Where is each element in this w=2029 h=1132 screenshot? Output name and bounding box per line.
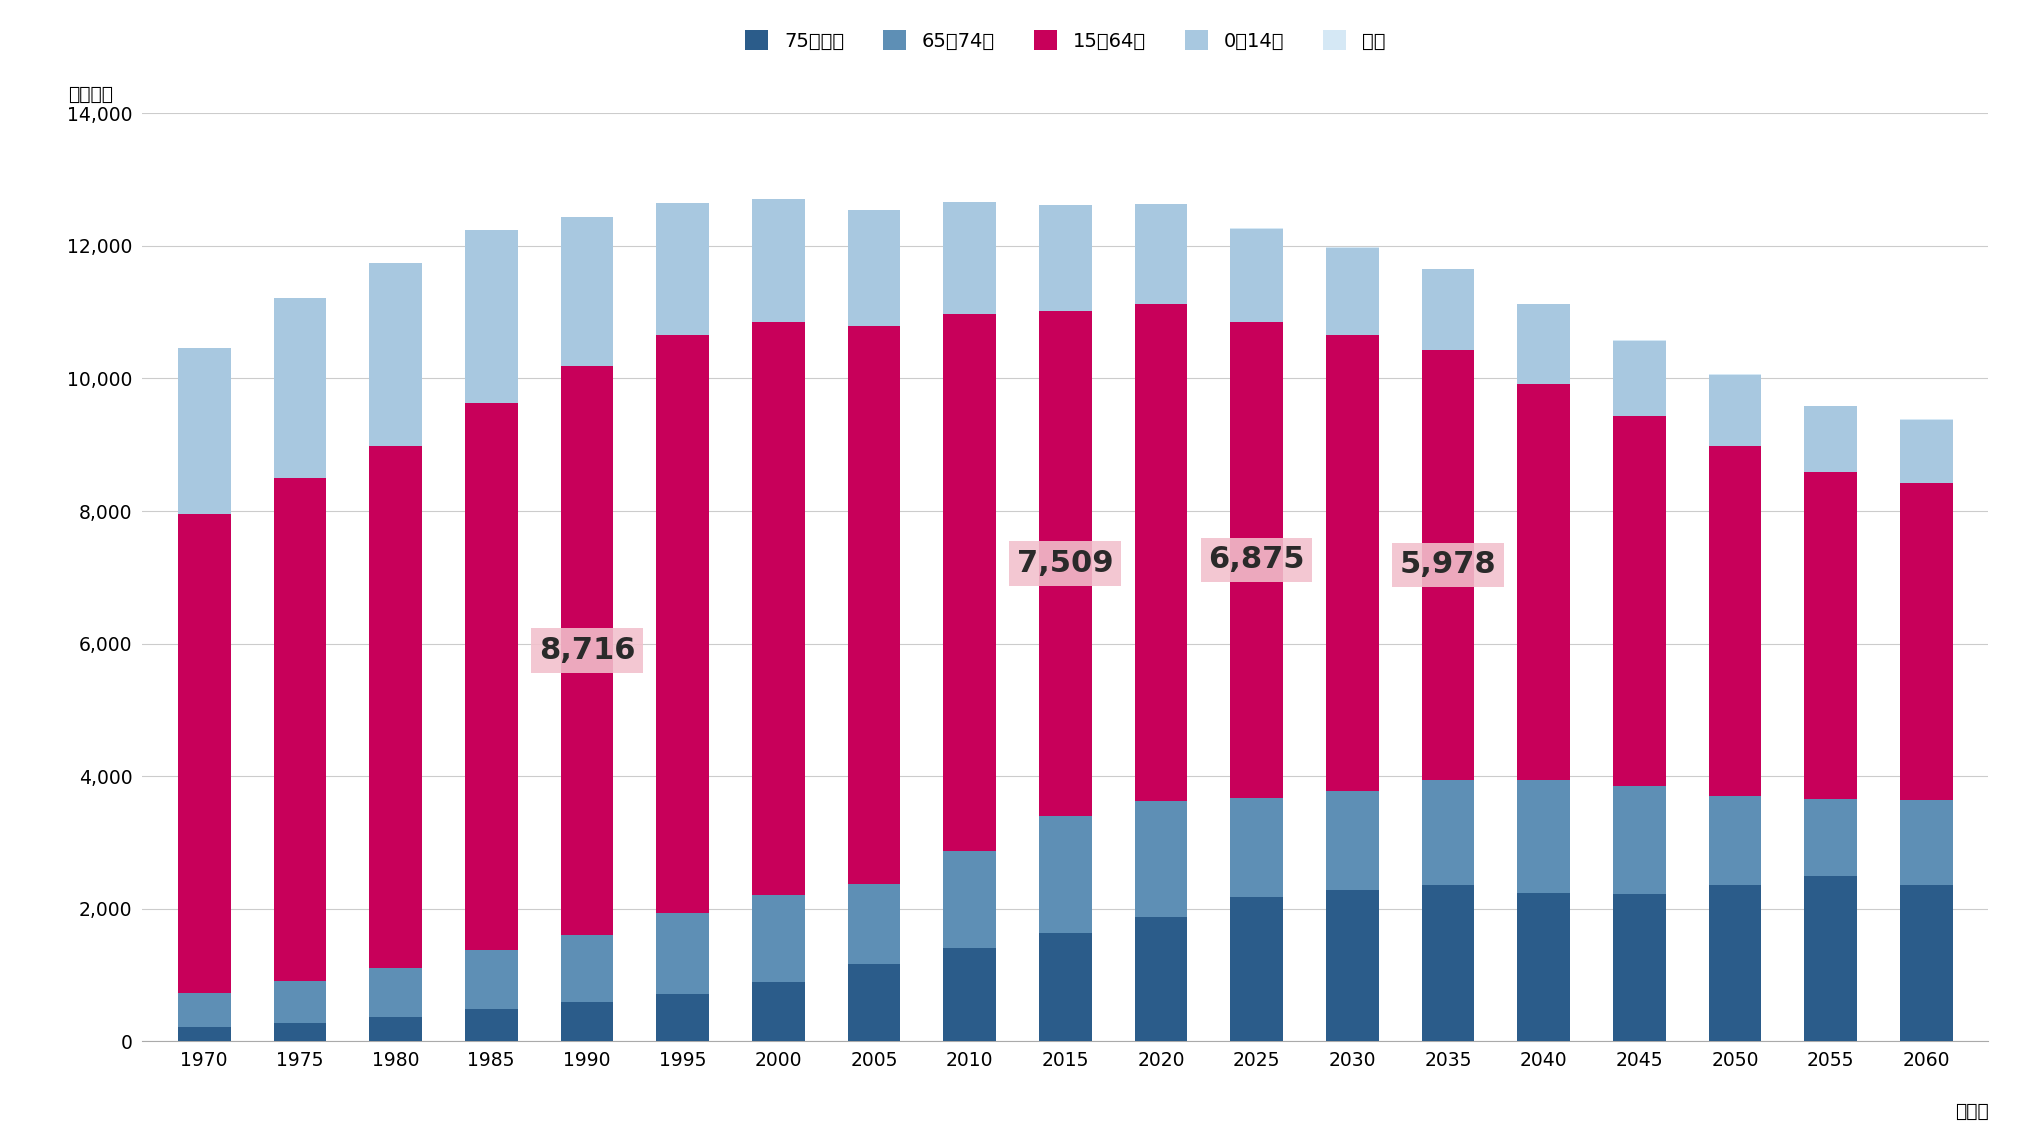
Bar [1613, 341, 1666, 415]
Bar [1325, 248, 1378, 335]
Bar [274, 980, 327, 1022]
Bar [1325, 791, 1378, 891]
Bar [753, 981, 806, 1041]
Bar [1134, 303, 1187, 801]
Bar [369, 264, 422, 446]
Bar [1518, 305, 1570, 384]
Bar [465, 403, 517, 950]
Bar [848, 209, 901, 326]
Bar [1899, 420, 1952, 482]
Text: （万人）: （万人） [69, 85, 114, 104]
Bar [848, 964, 901, 1041]
Bar [753, 321, 806, 894]
Bar [1134, 204, 1187, 303]
Bar [369, 1018, 422, 1041]
Bar [848, 884, 901, 964]
Bar [1134, 801, 1187, 917]
Text: 5,978: 5,978 [1400, 550, 1495, 580]
Bar [1804, 799, 1857, 876]
Bar [1422, 884, 1475, 1041]
Bar [943, 314, 996, 851]
Bar [1230, 229, 1282, 323]
Bar [560, 366, 613, 935]
Bar [1804, 406, 1857, 472]
Bar [1518, 893, 1570, 1041]
Bar [560, 1002, 613, 1041]
Bar [1708, 884, 1761, 1041]
Bar [1899, 884, 1952, 1041]
Bar [465, 230, 517, 403]
Bar [1230, 897, 1282, 1041]
Bar [655, 204, 708, 335]
Bar [560, 935, 613, 1002]
Bar [1230, 323, 1282, 798]
Bar [465, 950, 517, 1009]
Bar [1039, 310, 1092, 816]
Bar [1422, 780, 1475, 884]
Bar [1613, 893, 1666, 1041]
Bar [943, 201, 996, 314]
Bar [1613, 787, 1666, 893]
Bar [655, 994, 708, 1041]
Legend: 75歳以上, 65～74歳, 15～64歳, 0～14歳, 不詳: 75歳以上, 65～74歳, 15～64歳, 0～14歳, 不詳 [745, 31, 1386, 51]
Bar [1899, 482, 1952, 800]
Bar [1325, 335, 1378, 791]
Bar [1804, 472, 1857, 799]
Bar [179, 1027, 231, 1041]
Bar [179, 993, 231, 1027]
Bar [274, 478, 327, 980]
Bar [274, 298, 327, 478]
Bar [848, 326, 901, 884]
Bar [1039, 205, 1092, 310]
Bar [1518, 384, 1570, 780]
Bar [465, 1009, 517, 1041]
Text: 8,716: 8,716 [538, 636, 635, 666]
Bar [1039, 933, 1092, 1041]
Bar [1804, 876, 1857, 1041]
Bar [753, 894, 806, 981]
Bar [1899, 800, 1952, 884]
Bar [753, 199, 806, 321]
Bar [943, 851, 996, 949]
Bar [1708, 375, 1761, 446]
Text: 6,875: 6,875 [1209, 546, 1305, 574]
Bar [1422, 269, 1475, 350]
Bar [274, 1022, 327, 1041]
Bar [1422, 350, 1475, 780]
Bar [179, 514, 231, 993]
Text: 7,509: 7,509 [1017, 549, 1114, 578]
Bar [1708, 796, 1761, 884]
Bar [560, 216, 613, 366]
Bar [1325, 891, 1378, 1041]
Bar [1230, 798, 1282, 897]
Text: （年）: （年） [1954, 1101, 1988, 1121]
Bar [655, 914, 708, 994]
Bar [369, 968, 422, 1018]
Bar [655, 335, 708, 914]
Bar [1613, 415, 1666, 787]
Bar [369, 446, 422, 968]
Bar [1708, 446, 1761, 796]
Bar [1134, 917, 1187, 1041]
Bar [943, 949, 996, 1041]
Bar [1518, 780, 1570, 893]
Bar [179, 348, 231, 514]
Bar [1039, 816, 1092, 933]
